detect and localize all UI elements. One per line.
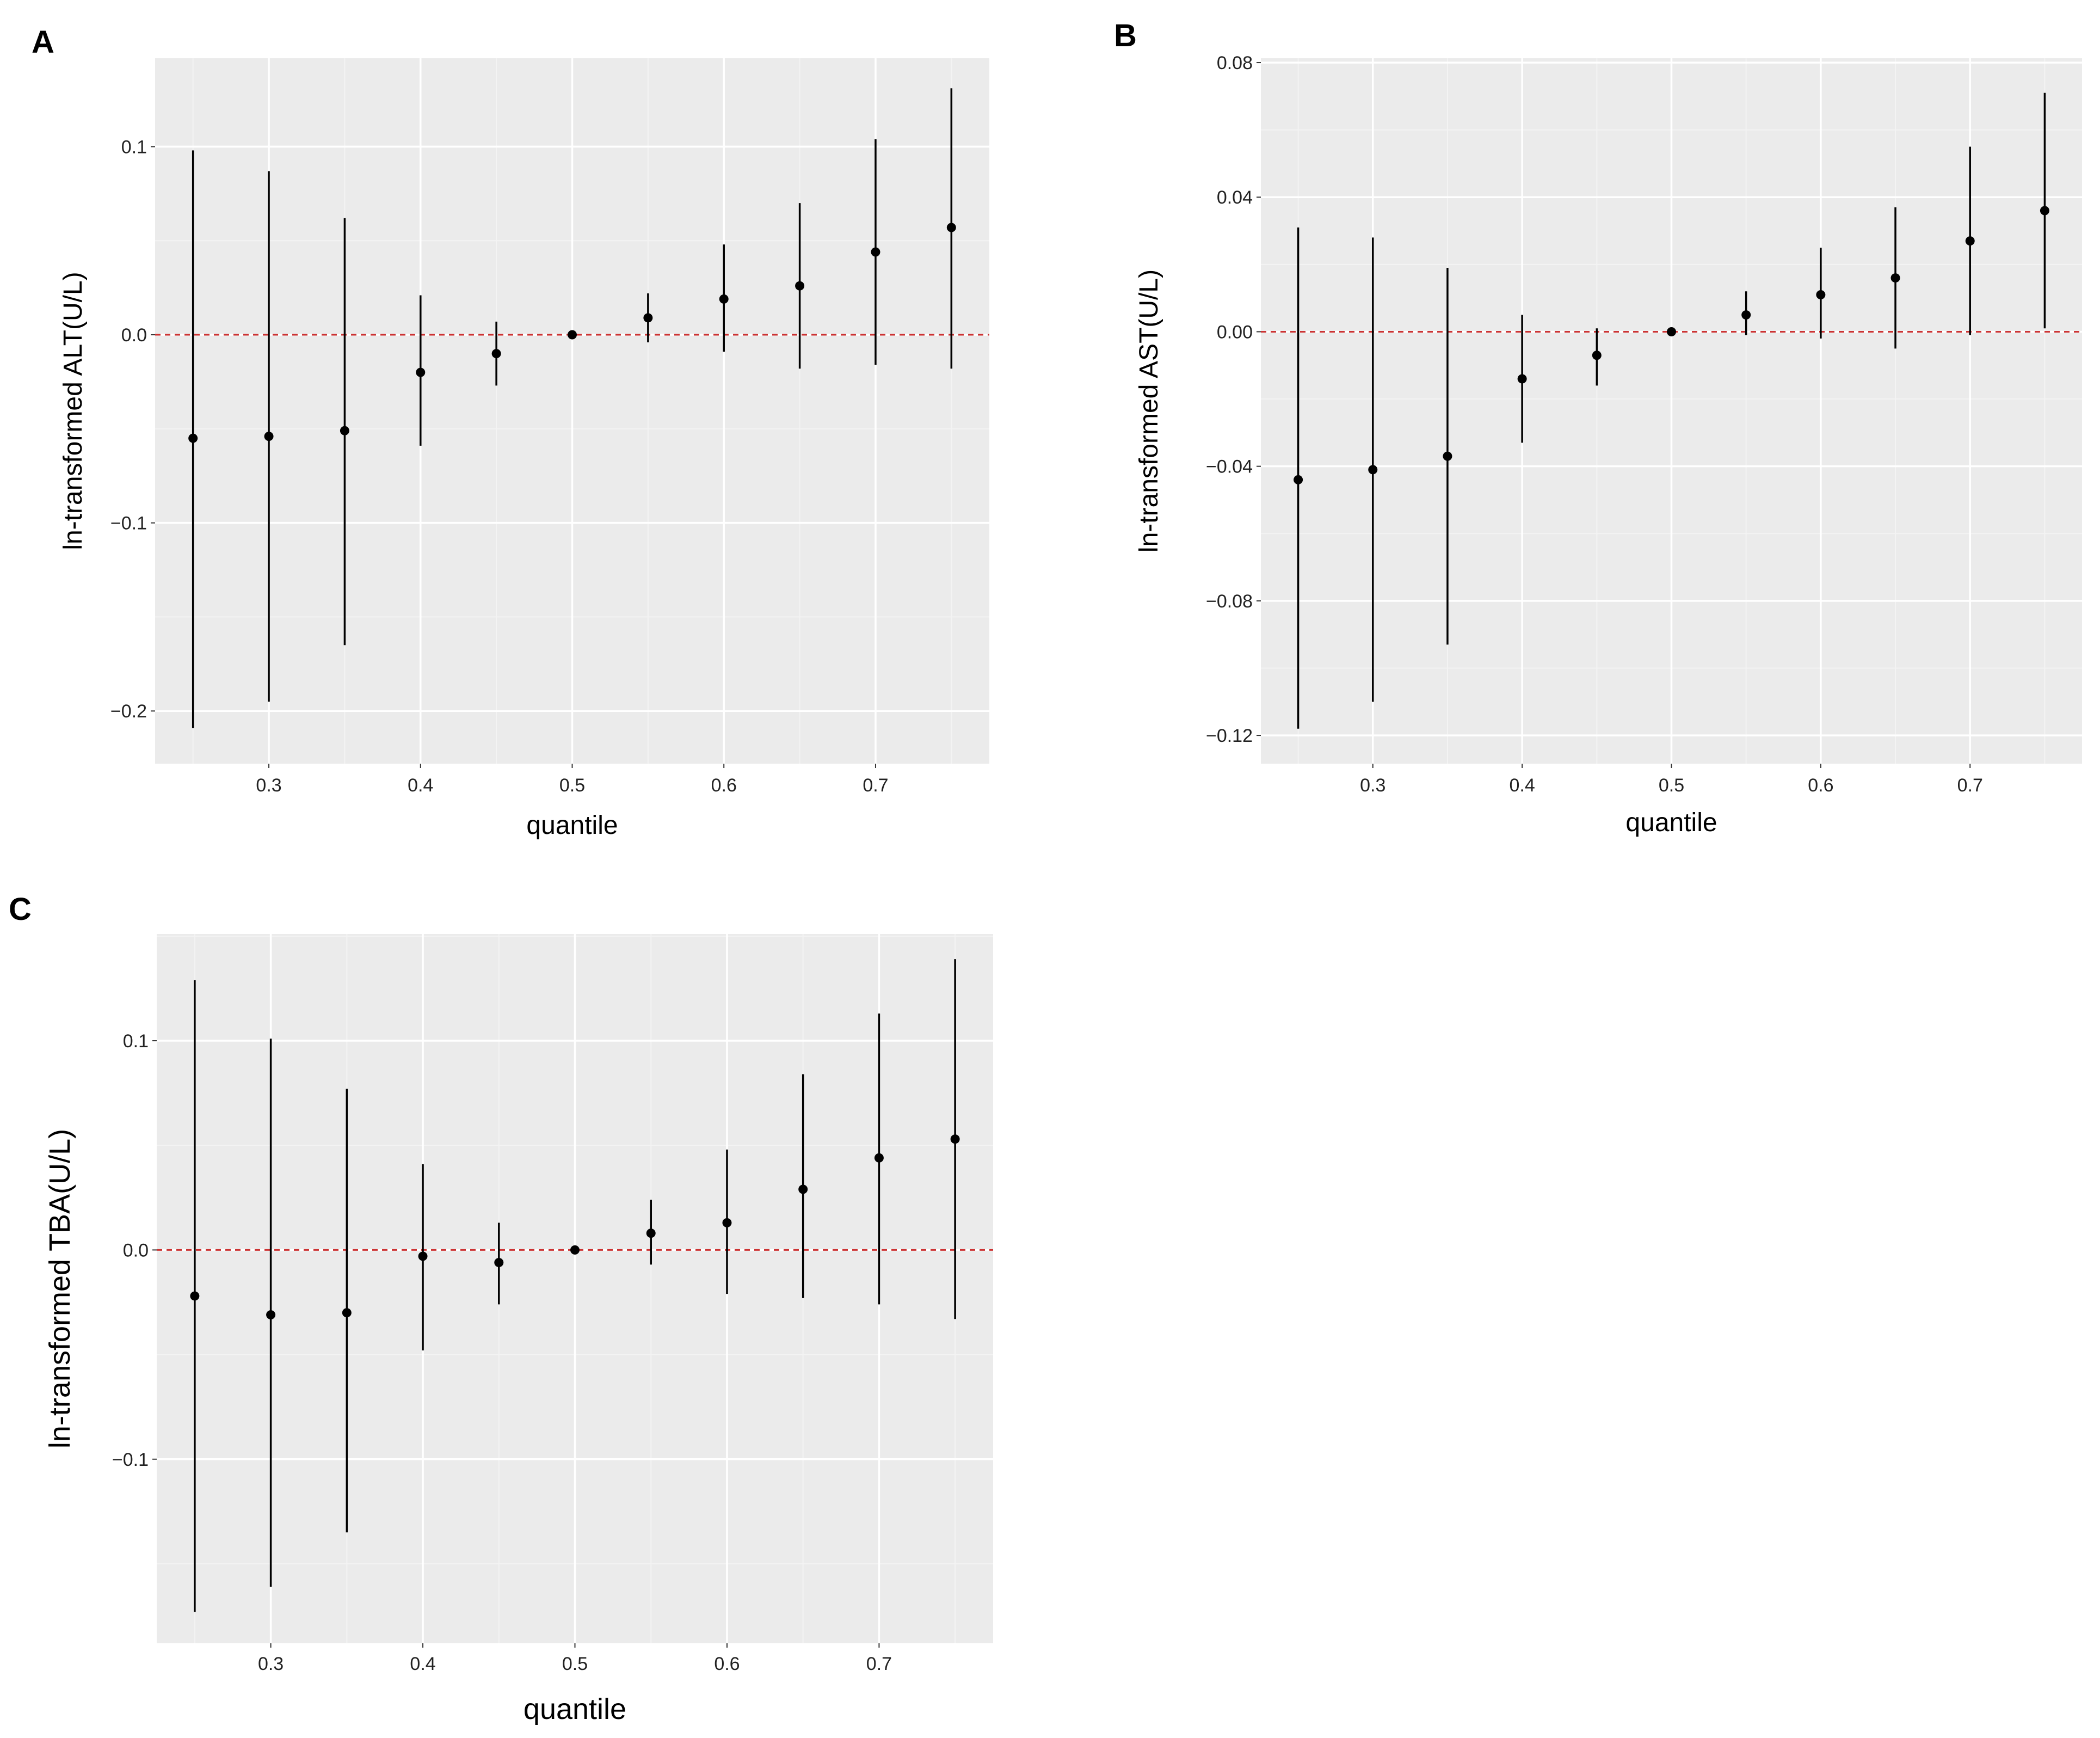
y-tick-label: −0.1 xyxy=(110,513,147,534)
data-point xyxy=(1965,236,1975,246)
data-point xyxy=(874,1153,884,1163)
y-axis-title: ln-transformed ALT(U/L) xyxy=(59,272,88,550)
x-tick-label: 0.7 xyxy=(863,775,888,796)
x-tick-label: 0.7 xyxy=(866,1654,892,1674)
data-point xyxy=(264,432,274,441)
x-tick-label: 0.3 xyxy=(1360,775,1385,796)
data-point xyxy=(2040,206,2049,216)
x-tick-label: 0.6 xyxy=(711,775,737,796)
x-tick-label: 0.4 xyxy=(1510,775,1535,796)
y-tick-label: 0.0 xyxy=(123,1240,149,1261)
y-tick-label: −0.08 xyxy=(1206,591,1253,612)
x-tick-label: 0.5 xyxy=(1659,775,1684,796)
data-point xyxy=(416,367,426,377)
data-point xyxy=(1294,475,1303,484)
data-point xyxy=(491,349,501,359)
data-point xyxy=(871,247,880,257)
data-point xyxy=(1443,451,1452,461)
data-point xyxy=(568,330,577,340)
x-tick-label: 0.5 xyxy=(562,1654,588,1674)
data-point xyxy=(570,1245,580,1255)
data-point xyxy=(418,1251,428,1261)
panel-letter-b: B xyxy=(1114,18,1137,53)
x-tick-label: 0.7 xyxy=(1957,775,1983,796)
y-tick-label: −0.1 xyxy=(112,1450,149,1470)
data-point xyxy=(188,433,198,443)
x-tick-label: 0.6 xyxy=(1808,775,1833,796)
chart-panel-a: 0.3 0.4 0.5 0.6 0.7 −0.2 −0.1 0.0 0.1 quantile ln-… xyxy=(32,24,989,840)
data-point xyxy=(646,1229,656,1238)
x-axis-title: quantile xyxy=(1625,808,1717,837)
data-point xyxy=(1517,374,1527,384)
x-axis-title: quantile xyxy=(524,1693,626,1725)
x-tick-label: 0.6 xyxy=(714,1654,740,1674)
x-tick-label: 0.4 xyxy=(410,1654,435,1674)
x-axis-title: quantile xyxy=(526,811,618,840)
y-axis-title: ln-transformed TBA(U/L) xyxy=(44,1129,76,1448)
x-tick-label: 0.4 xyxy=(408,775,433,796)
data-point xyxy=(950,1134,960,1144)
y-tick-label: 0.00 xyxy=(1217,322,1253,342)
x-tick-label: 0.5 xyxy=(559,775,585,796)
data-point xyxy=(643,313,653,323)
y-tick-label: 0.04 xyxy=(1217,187,1253,208)
y-tick-label: −0.12 xyxy=(1206,726,1253,746)
y-tick-label: 0.0 xyxy=(121,325,147,346)
data-point xyxy=(494,1257,504,1267)
x-tick-label: 0.3 xyxy=(256,775,281,796)
panel-letter-a: A xyxy=(32,24,54,60)
data-point xyxy=(1816,290,1826,299)
panel-letter-c: C xyxy=(9,892,32,927)
chart-panel-c: 0.3 0.4 0.5 0.6 0.7 −0.1 0.0 0.1 quantile ln-tran… xyxy=(9,892,993,1725)
data-point xyxy=(722,1218,732,1227)
data-point xyxy=(266,1310,276,1320)
data-point xyxy=(190,1291,200,1301)
data-point xyxy=(798,1184,808,1194)
data-point xyxy=(1890,273,1900,283)
data-point xyxy=(1741,310,1751,320)
data-point xyxy=(946,223,956,232)
y-tick-label: −0.04 xyxy=(1206,457,1253,477)
y-axis-title: ln-transformed AST(U/L) xyxy=(1135,269,1163,552)
data-point xyxy=(1592,351,1602,360)
data-point xyxy=(1368,465,1378,475)
data-point xyxy=(340,426,349,435)
chart-panel-b: 0.3 0.4 0.5 0.6 0.7 −0.12 −0.08 −0.04 0.00 0.04 0.… xyxy=(1114,18,2082,837)
data-point xyxy=(1667,327,1676,336)
data-point xyxy=(342,1308,352,1318)
x-tick-label: 0.3 xyxy=(258,1654,284,1674)
y-tick-label: −0.2 xyxy=(110,701,147,722)
data-point xyxy=(719,294,729,304)
y-tick-label: 0.1 xyxy=(123,1031,149,1052)
y-tick-label: 0.1 xyxy=(121,137,147,157)
data-point xyxy=(795,281,805,291)
y-tick-label: 0.08 xyxy=(1217,53,1253,73)
